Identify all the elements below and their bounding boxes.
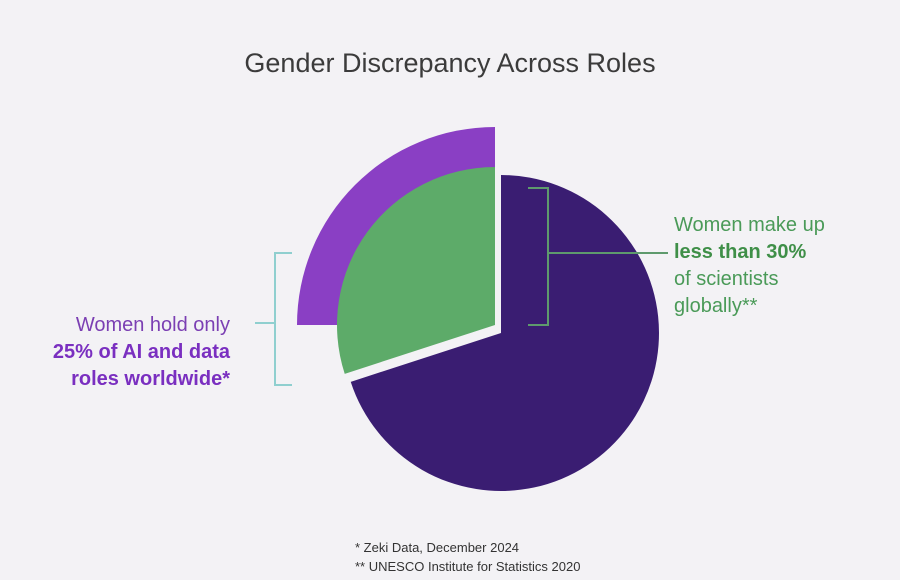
footnote-2: ** UNESCO Institute for Statistics 2020	[355, 559, 581, 574]
left-annotation-line3: roles worldwide*	[71, 368, 230, 390]
right-bracket	[528, 187, 668, 326]
right-annotation-line1: Women make up	[674, 214, 825, 236]
left-annotation: Women hold only 25% of AI and data roles…	[0, 312, 230, 393]
left-annotation-line2: 25% of AI and data	[52, 341, 230, 363]
right-annotation-line4: globally**	[674, 295, 758, 317]
chart-title: Gender Discrepancy Across Roles	[244, 48, 656, 78]
left-annotation-line1: Women hold only	[75, 314, 230, 336]
slice-women-scientists	[337, 167, 495, 374]
footnotes: * Zeki Data, December 2024 ** UNESCO Ins…	[355, 538, 580, 576]
right-annotation: Women make up less than 30% of scientist…	[674, 212, 894, 320]
footnote-1: * Zeki Data, December 2024	[355, 540, 520, 555]
right-annotation-line3: of scientists	[674, 268, 779, 290]
left-bracket	[255, 252, 292, 386]
right-annotation-line2: less than 30%	[674, 241, 807, 263]
